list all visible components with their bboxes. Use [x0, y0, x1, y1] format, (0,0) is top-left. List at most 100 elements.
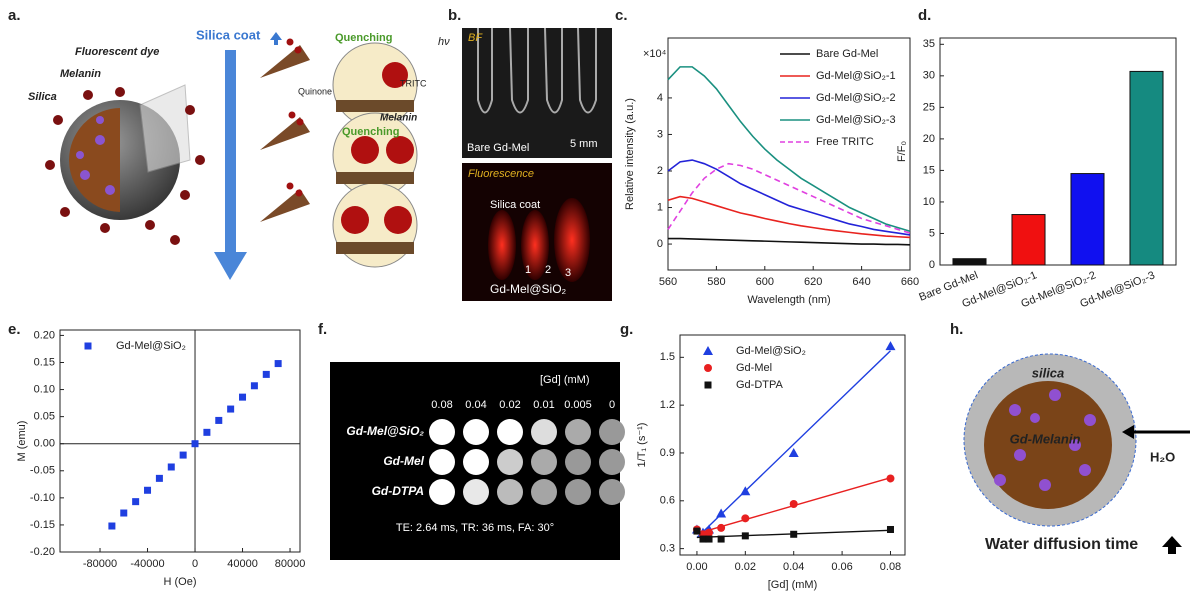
point [251, 382, 258, 389]
label: 3 [565, 267, 571, 279]
multiplier: ×10⁴ [643, 48, 667, 60]
concentration: 0.04 [465, 399, 486, 411]
concentration: 0.02 [499, 399, 520, 411]
legend-label: Free TRITC [816, 136, 874, 148]
panel-label: a. [8, 7, 21, 24]
x-tick-label: 0.02 [735, 561, 756, 573]
legend-label: Bare Gd-Mel [816, 48, 878, 60]
y-tick-label: 15 [923, 164, 935, 176]
series-line [668, 197, 910, 238]
y-tick-label: 0.6 [660, 495, 675, 507]
params: TE: 2.64 ms, TR: 36 ms, FA: 30° [396, 522, 554, 534]
y-tick-label: 20 [923, 133, 935, 145]
label: Quenching [335, 32, 392, 44]
bar [1012, 215, 1045, 265]
label: Silica [28, 91, 57, 103]
y-tick-label: 0.15 [34, 356, 55, 368]
y-tick-label: 0.9 [660, 447, 675, 459]
point [693, 528, 700, 535]
point [789, 448, 799, 457]
y-tick-label: 4 [657, 92, 663, 104]
x-axis-label: Wavelength (nm) [747, 294, 830, 306]
legend-swatch [704, 364, 712, 372]
label: Quinone [298, 86, 332, 96]
concentration: 0.01 [533, 399, 554, 411]
point [742, 532, 749, 539]
x-tick-label: 560 [659, 276, 677, 288]
point [717, 524, 725, 532]
label: Bare Gd-Mel [467, 142, 529, 154]
phantom [463, 419, 489, 445]
x-tick-label: 640 [852, 276, 870, 288]
unit: [Gd] (mM) [540, 374, 590, 386]
point [275, 360, 282, 367]
page: {"panel_labels":["a.","b.","c.","d.","e.… [0, 0, 1194, 593]
panel-label: d. [918, 7, 931, 24]
label: BF [468, 32, 483, 44]
point [790, 500, 798, 508]
phantom [463, 479, 489, 505]
point [180, 452, 187, 459]
bar [1071, 174, 1104, 265]
concentration: 0.005 [564, 399, 592, 411]
bar [953, 259, 986, 265]
label: TRITC [400, 78, 427, 88]
phantom [531, 419, 557, 445]
point [132, 498, 139, 505]
label: 1 [525, 264, 531, 276]
y-tick-label: -0.20 [30, 546, 55, 558]
concentration: 0.08 [431, 399, 452, 411]
y-tick-label: 0 [929, 259, 935, 271]
point [705, 529, 713, 537]
series-line [668, 164, 910, 233]
plot-frame [60, 330, 300, 552]
panel-label: f. [318, 321, 327, 338]
phantom [497, 449, 523, 475]
phantom [565, 479, 591, 505]
y-tick-label: 1.5 [660, 351, 675, 363]
phantom [531, 479, 557, 505]
caption: Water diffusion time [985, 536, 1138, 553]
x-axis-label: H (Oe) [164, 576, 197, 588]
label: Silica coat [196, 27, 261, 42]
phantom [565, 419, 591, 445]
legend-label: Gd-Mel@SiO₂-1 [816, 70, 896, 82]
x-tick-label: 0.00 [686, 561, 707, 573]
phantom [429, 419, 455, 445]
label: silica [1032, 365, 1065, 380]
point [741, 514, 749, 522]
x-tick-label: 600 [756, 276, 774, 288]
legend-swatch [703, 346, 713, 355]
panel-label: g. [620, 321, 633, 338]
legend-label: Gd-Mel [736, 362, 772, 374]
label: Gd-Mel@SiO₂ [490, 282, 567, 296]
label: Silica coat [490, 199, 540, 211]
figure: a. b. c. d. e. f. g. h. Fluorescent dye … [0, 0, 1194, 593]
point [790, 531, 797, 538]
x-tick-label: 40000 [227, 558, 258, 570]
legend-label: Gd-DTPA [736, 379, 784, 391]
y-tick-label: 30 [923, 70, 935, 82]
concentration: 0 [609, 399, 615, 411]
point [887, 526, 894, 533]
phantom [599, 419, 625, 445]
diagram-a: Fluorescent dye Melanin Silica Silica co… [28, 27, 450, 280]
y-tick-label: 0 [657, 238, 663, 250]
panel-label: b. [448, 7, 461, 24]
x-tick-label: 0 [192, 558, 198, 570]
phantom [531, 449, 557, 475]
y-tick-label: -0.05 [30, 465, 55, 477]
phantom [429, 449, 455, 475]
y-tick-label: 3 [657, 128, 663, 140]
row-label: Gd-Mel [383, 454, 424, 468]
phantom [565, 449, 591, 475]
point [108, 523, 115, 530]
y-tick-label: -0.15 [30, 519, 55, 531]
y-tick-label: 2 [657, 165, 663, 177]
y-tick-label: 25 [923, 101, 935, 113]
x-tick-label: 620 [804, 276, 822, 288]
phantom [497, 479, 523, 505]
phantom [497, 419, 523, 445]
y-tick-label: 5 [929, 227, 935, 239]
legend-label: Gd-Mel@SiO₂-3 [816, 114, 896, 126]
